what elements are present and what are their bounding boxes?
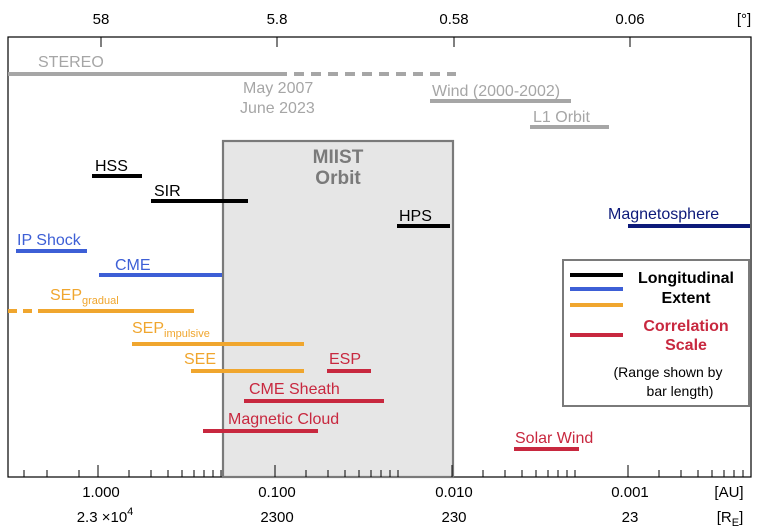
magnetosphere-label: Magnetosphere <box>608 206 719 223</box>
hss-label: HSS <box>95 158 128 175</box>
au-unit: [AU] <box>714 484 743 501</box>
solar-wind-label: Solar Wind <box>515 430 593 447</box>
re-tick-23: 23 <box>622 509 639 526</box>
au-tick-0.001: 0.001 <box>611 484 649 501</box>
miist-orbit-box <box>221 139 455 479</box>
cme-label: CME <box>115 257 151 274</box>
top-tick-58: 58 <box>93 11 110 28</box>
orbit-label-line2: Orbit <box>315 168 361 189</box>
top-axis-ticks <box>100 37 631 47</box>
sir-label: SIR <box>154 183 181 200</box>
orbit-label-line1: MIIST <box>313 147 364 168</box>
bottom-axis-minor-ticks <box>23 470 744 477</box>
top-tick-0.06: 0.06 <box>615 11 644 28</box>
stereo-date-2: June 2023 <box>240 100 315 117</box>
legend-longitudinal-2: Extent <box>662 290 712 307</box>
wind-label: Wind (2000-2002) <box>432 83 560 100</box>
legend: Longitudinal Extent Correlation Scale (R… <box>562 259 750 407</box>
re-tick-2300: 2300 <box>260 509 293 526</box>
sep-gradual-label: SEPgradual <box>50 287 119 307</box>
au-tick-0.1: 0.100 <box>258 484 296 501</box>
legend-correlation-2: Scale <box>665 337 707 354</box>
magnetic-cloud-label: Magnetic Cloud <box>228 411 339 428</box>
au-tick-0.01: 0.010 <box>435 484 473 501</box>
cme-sheath-label: CME Sheath <box>249 381 340 398</box>
sep-impulsive-label: SEPimpulsive <box>132 320 210 340</box>
legend-correlation-1: Correlation <box>643 318 728 335</box>
see-label: SEE <box>184 351 216 368</box>
top-axis-unit: [°] <box>737 11 751 28</box>
ip-shock-label: IP Shock <box>17 232 82 249</box>
l1-label: L1 Orbit <box>533 109 590 126</box>
legend-note-2: bar length) <box>647 383 714 399</box>
re-tick-230: 230 <box>441 509 466 526</box>
bottom-axis-major-ticks <box>97 465 629 477</box>
re-tick-first: 2.3 ×104 <box>77 506 134 526</box>
hps-label: HPS <box>399 208 432 225</box>
au-tick-1: 1.000 <box>82 484 120 501</box>
top-tick-5.8: 5.8 <box>267 11 288 28</box>
esp-label: ESP <box>329 351 361 368</box>
top-tick-0.58: 0.58 <box>439 11 468 28</box>
re-unit: [RE] <box>717 509 744 529</box>
stereo-date-1: May 2007 <box>243 80 313 97</box>
stereo-label: STEREO <box>38 54 104 71</box>
legend-note-1: (Range shown by <box>614 364 723 380</box>
legend-longitudinal-1: Longitudinal <box>638 270 734 287</box>
